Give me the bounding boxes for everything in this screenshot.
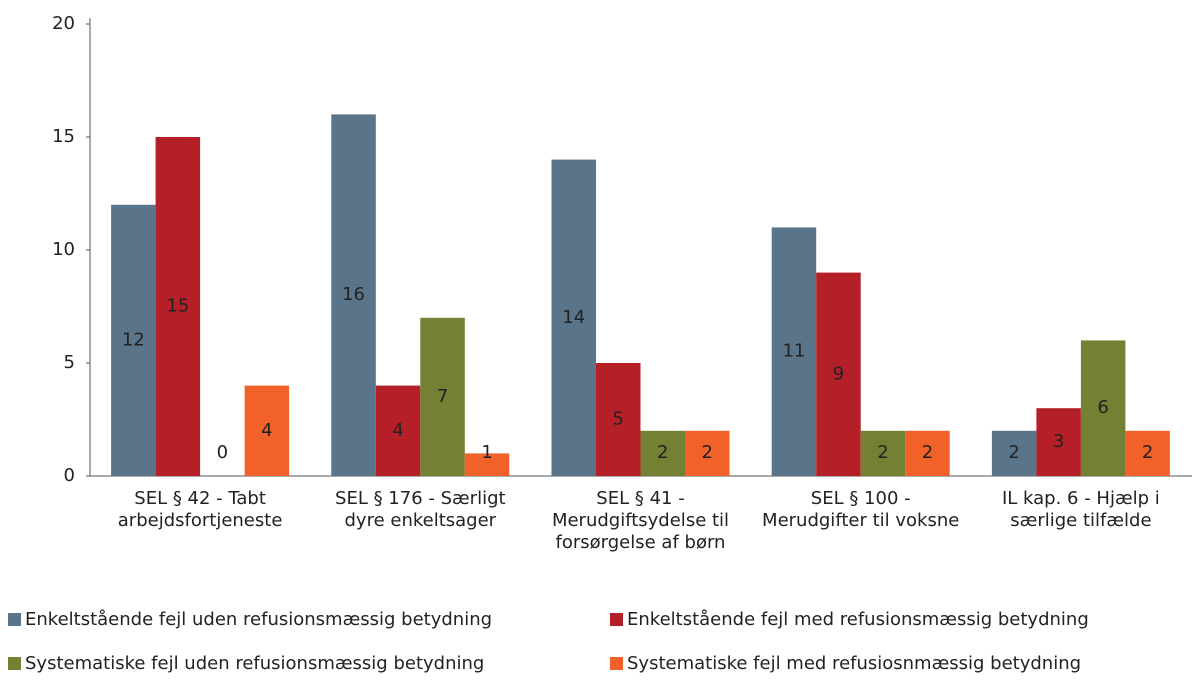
data-label: 2 bbox=[1142, 442, 1153, 463]
data-label: 2 bbox=[922, 442, 933, 463]
bar bbox=[375, 385, 421, 476]
y-tick-label: 20 bbox=[52, 13, 75, 34]
data-label: 9 bbox=[833, 363, 844, 384]
legend-swatch bbox=[610, 613, 623, 626]
data-label: 14 bbox=[562, 307, 585, 328]
bar bbox=[111, 204, 156, 477]
x-tick-label: IL kap. 6 - Hjælp i særlige tilfælde bbox=[1001, 488, 1160, 531]
data-label: 11 bbox=[782, 341, 805, 362]
legend-item: Enkeltstående fejl uden refusionsmæssig … bbox=[8, 609, 492, 630]
legend-swatch bbox=[8, 657, 21, 670]
x-tick-label: SEL § 100 - Merudgifter til voksne bbox=[762, 488, 960, 531]
legend-swatch bbox=[610, 657, 623, 670]
x-tick-label: SEL § 41 - Merudgiftsydelse til forsørge… bbox=[551, 488, 730, 553]
x-tick-label: SEL § 42 - Tabt arbejdsfortjeneste bbox=[117, 488, 283, 531]
data-label: 2 bbox=[702, 442, 713, 463]
legend-label: Enkeltstående fejl uden refusionsmæssig … bbox=[25, 609, 493, 630]
bar bbox=[596, 363, 641, 476]
bar bbox=[991, 430, 1037, 476]
bar bbox=[551, 159, 596, 476]
bar bbox=[244, 385, 290, 476]
bar bbox=[1125, 430, 1170, 476]
bar bbox=[685, 430, 730, 476]
bar bbox=[1036, 408, 1081, 476]
y-tick-label: 10 bbox=[52, 239, 75, 260]
bar bbox=[420, 317, 465, 476]
y-tick-label: 0 bbox=[64, 465, 75, 486]
data-label: 12 bbox=[122, 329, 145, 350]
data-label: 4 bbox=[261, 420, 272, 441]
y-tick-label: 5 bbox=[64, 352, 75, 373]
bar bbox=[860, 430, 906, 476]
bar bbox=[464, 453, 510, 476]
data-label: 6 bbox=[1097, 397, 1108, 418]
y-tick-label: 15 bbox=[52, 126, 75, 147]
data-label: 2 bbox=[877, 442, 888, 463]
data-label: 2 bbox=[657, 442, 668, 463]
data-label: 5 bbox=[613, 409, 624, 430]
bar bbox=[331, 114, 376, 477]
data-label: 15 bbox=[166, 296, 189, 317]
data-label: 7 bbox=[437, 386, 448, 407]
bar bbox=[1080, 340, 1126, 476]
bar bbox=[816, 272, 861, 476]
x-tick-label: SEL § 176 - Særligt dyre enkeltsager bbox=[335, 488, 506, 531]
legend-item: Enkeltstående fejl med refusionsmæssig b… bbox=[610, 609, 1089, 630]
legend-item: Systematiske fejl uden refusionsmæssig b… bbox=[8, 653, 484, 674]
data-label: 4 bbox=[392, 420, 403, 441]
data-label: 3 bbox=[1053, 431, 1064, 452]
bar bbox=[640, 430, 685, 476]
bar bbox=[905, 430, 950, 476]
bar bbox=[155, 137, 201, 476]
legend-item: Systematiske fejl med refusiosnmæssig be… bbox=[610, 653, 1081, 674]
legend-label: Enkeltstående fejl med refusionsmæssig b… bbox=[627, 609, 1089, 630]
data-label: 1 bbox=[481, 442, 492, 463]
legend-label: Systematiske fejl uden refusionsmæssig b… bbox=[25, 653, 485, 674]
data-label: 0 bbox=[217, 442, 228, 463]
data-label: 16 bbox=[342, 284, 365, 305]
legend-label: Systematiske fejl med refusiosnmæssig be… bbox=[627, 653, 1082, 674]
data-label: 2 bbox=[1008, 442, 1019, 463]
legend-swatch bbox=[8, 613, 21, 626]
bar bbox=[771, 227, 817, 476]
